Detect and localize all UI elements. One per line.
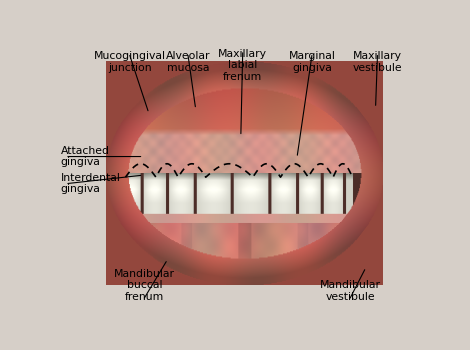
Text: Marginal
gingiva: Marginal gingiva <box>289 51 335 73</box>
Text: Interdental
gingiva: Interdental gingiva <box>61 173 120 194</box>
Text: Mucogingival
junction: Mucogingival junction <box>94 51 166 73</box>
Text: Alveolar
mucosa: Alveolar mucosa <box>166 51 210 73</box>
Text: Maxillary
labial
frenum: Maxillary labial frenum <box>218 49 267 82</box>
Text: Attached
gingiva: Attached gingiva <box>61 146 110 167</box>
Text: Maxillary
vestibule: Maxillary vestibule <box>352 51 402 73</box>
Text: Mandibular
vestibule: Mandibular vestibule <box>320 280 381 302</box>
Text: Mandibular
buccal
frenum: Mandibular buccal frenum <box>114 269 175 302</box>
